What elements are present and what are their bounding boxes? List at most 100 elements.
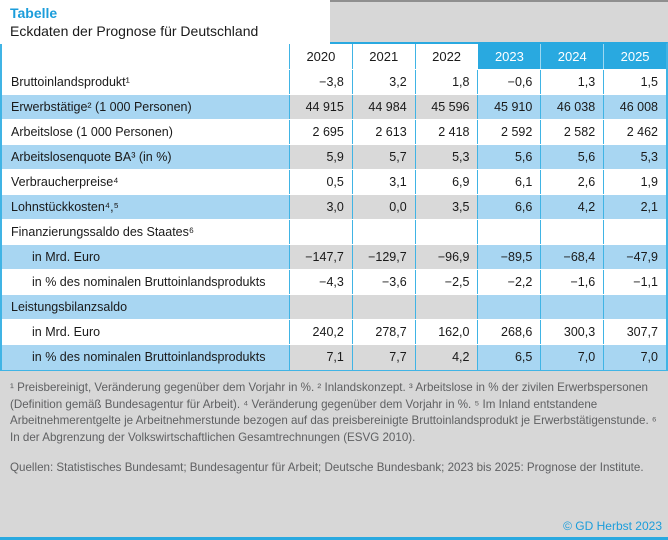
value-cell-2025: 46 008 xyxy=(603,95,666,119)
table-row-current-account-header: Leistungsbilanzsaldo xyxy=(2,295,666,320)
value-cell-2020: 240,2 xyxy=(289,320,352,344)
footnotes-text: ¹ Preisbereinigt, Veränderung gegenüber … xyxy=(10,381,657,444)
value-cell-2023: 5,6 xyxy=(477,145,541,169)
value-cell-2024: 2,6 xyxy=(540,170,604,194)
table-row-unemployed: Arbeitslose (1 000 Personen) 2 695 2 613… xyxy=(2,120,666,145)
value-cell-2020: −4,3 xyxy=(289,270,352,294)
value-cell-2021: 7,7 xyxy=(351,345,415,370)
header-year-2024: 2024 xyxy=(540,44,604,69)
value-cell-2020 xyxy=(289,295,352,319)
forecast-table: 2020 2021 2022 2023 2024 2025 Bruttoinla… xyxy=(0,42,668,371)
value-cell-2025: −1,1 xyxy=(603,270,666,294)
notes-section: ¹ Preisbereinigt, Veränderung gegenüber … xyxy=(0,371,668,477)
value-cell-2020: 3,0 xyxy=(289,195,352,219)
table-row-current-account-eur: in Mrd. Euro 240,2 278,7 162,0 268,6 300… xyxy=(2,320,666,345)
value-cell-2022: −96,9 xyxy=(414,245,478,269)
value-cell-2024: 5,6 xyxy=(540,145,604,169)
row-label: Arbeitslosenquote BA³ (in %) xyxy=(2,145,289,169)
value-cell-2021: −3,6 xyxy=(351,270,415,294)
bottom-accent-line xyxy=(0,537,668,540)
table-row-unemployment-rate: Arbeitslosenquote BA³ (in %) 5,9 5,7 5,3… xyxy=(2,145,666,170)
value-cell-2020: −3,8 xyxy=(289,70,352,94)
value-cell-2023: −0,6 xyxy=(477,70,541,94)
value-cell-2024: 2 582 xyxy=(540,120,604,144)
table-row-employment: Erwerbstätige² (1 000 Personen) 44 915 4… xyxy=(2,95,666,120)
page-title: Eckdaten der Prognose für Deutschland xyxy=(10,23,259,39)
row-label: in % des nominalen Bruttoinlandsprodukts xyxy=(2,345,289,370)
value-cell-2021: 5,7 xyxy=(351,145,415,169)
value-cell-2021: 278,7 xyxy=(351,320,415,344)
row-label: Verbraucherpreise⁴ xyxy=(2,170,289,194)
value-cell-2023: 268,6 xyxy=(477,320,541,344)
value-cell-2023: −89,5 xyxy=(477,245,541,269)
value-cell-2020: 2 695 xyxy=(289,120,352,144)
table-kicker: Tabelle xyxy=(10,5,58,21)
table-row-unit-labor-costs: Lohnstückkosten⁴,⁵ 3,0 0,0 3,5 6,6 4,2 2… xyxy=(2,195,666,220)
row-label: Erwerbstätige² (1 000 Personen) xyxy=(2,95,289,119)
value-cell-2021 xyxy=(351,220,415,244)
value-cell-2022: −2,5 xyxy=(414,270,478,294)
row-label: in Mrd. Euro xyxy=(2,245,289,269)
value-cell-2025: 5,3 xyxy=(603,145,666,169)
value-cell-2024: −1,6 xyxy=(540,270,604,294)
value-cell-2025: 1,9 xyxy=(603,170,666,194)
value-cell-2020: 44 915 xyxy=(289,95,352,119)
value-cell-2021: 2 613 xyxy=(351,120,415,144)
value-cell-2024: 46 038 xyxy=(540,95,604,119)
value-cell-2022: 162,0 xyxy=(414,320,478,344)
value-cell-2020: 5,9 xyxy=(289,145,352,169)
value-cell-2021: 44 984 xyxy=(351,95,415,119)
value-cell-2025: 2 462 xyxy=(603,120,666,144)
value-cell-2021: 0,0 xyxy=(351,195,415,219)
value-cell-2025 xyxy=(603,295,666,319)
sources-text: Quellen: Statistisches Bundesamt; Bundes… xyxy=(10,461,644,474)
value-cell-2025: −47,9 xyxy=(603,245,666,269)
value-cell-2021: 3,1 xyxy=(351,170,415,194)
value-cell-2025 xyxy=(603,220,666,244)
value-cell-2024: 300,3 xyxy=(540,320,604,344)
header-year-2025: 2025 xyxy=(603,44,666,69)
value-cell-2025: 7,0 xyxy=(603,345,666,370)
value-cell-2022: 45 596 xyxy=(414,95,478,119)
value-cell-2022: 5,3 xyxy=(414,145,478,169)
value-cell-2023: 45 910 xyxy=(477,95,541,119)
value-cell-2022 xyxy=(414,220,478,244)
header-year-2021: 2021 xyxy=(351,44,415,69)
value-cell-2023 xyxy=(477,295,541,319)
value-cell-2022 xyxy=(414,295,478,319)
value-cell-2023 xyxy=(477,220,541,244)
row-label: in % des nominalen Bruttoinlandsprodukts xyxy=(2,270,289,294)
value-cell-2021: 3,2 xyxy=(351,70,415,94)
value-cell-2021 xyxy=(351,295,415,319)
header-year-2023: 2023 xyxy=(477,44,541,69)
value-cell-2022: 2 418 xyxy=(414,120,478,144)
value-cell-2023: −2,2 xyxy=(477,270,541,294)
header-label-cell xyxy=(2,44,289,69)
value-cell-2022: 1,8 xyxy=(414,70,478,94)
value-cell-2024 xyxy=(540,220,604,244)
table-row-consumer-prices: Verbraucherpreise⁴ 0,5 3,1 6,9 6,1 2,6 1… xyxy=(2,170,666,195)
value-cell-2024: 1,3 xyxy=(540,70,604,94)
value-cell-2025: 2,1 xyxy=(603,195,666,219)
table-row-gov-balance-pct: in % des nominalen Bruttoinlandsprodukts… xyxy=(2,270,666,295)
value-cell-2023: 6,6 xyxy=(477,195,541,219)
value-cell-2025: 1,5 xyxy=(603,70,666,94)
header-year-2020: 2020 xyxy=(289,44,352,69)
value-cell-2022: 3,5 xyxy=(414,195,478,219)
value-cell-2024: 7,0 xyxy=(540,345,604,370)
title-band: Tabelle Eckdaten der Prognose für Deutsc… xyxy=(0,0,668,44)
value-cell-2025: 307,7 xyxy=(603,320,666,344)
table-row-gov-balance-header: Finanzierungssaldo des Staates⁶ xyxy=(2,220,666,245)
value-cell-2021: −129,7 xyxy=(351,245,415,269)
value-cell-2024 xyxy=(540,295,604,319)
row-label: Arbeitslose (1 000 Personen) xyxy=(2,120,289,144)
value-cell-2023: 6,5 xyxy=(477,345,541,370)
value-cell-2023: 2 592 xyxy=(477,120,541,144)
row-label: Lohnstückkosten⁴,⁵ xyxy=(2,195,289,219)
value-cell-2020: −147,7 xyxy=(289,245,352,269)
table-row-gov-balance-eur: in Mrd. Euro −147,7 −129,7 −96,9 −89,5 −… xyxy=(2,245,666,270)
value-cell-2020: 0,5 xyxy=(289,170,352,194)
value-cell-2023: 6,1 xyxy=(477,170,541,194)
row-label: in Mrd. Euro xyxy=(2,320,289,344)
